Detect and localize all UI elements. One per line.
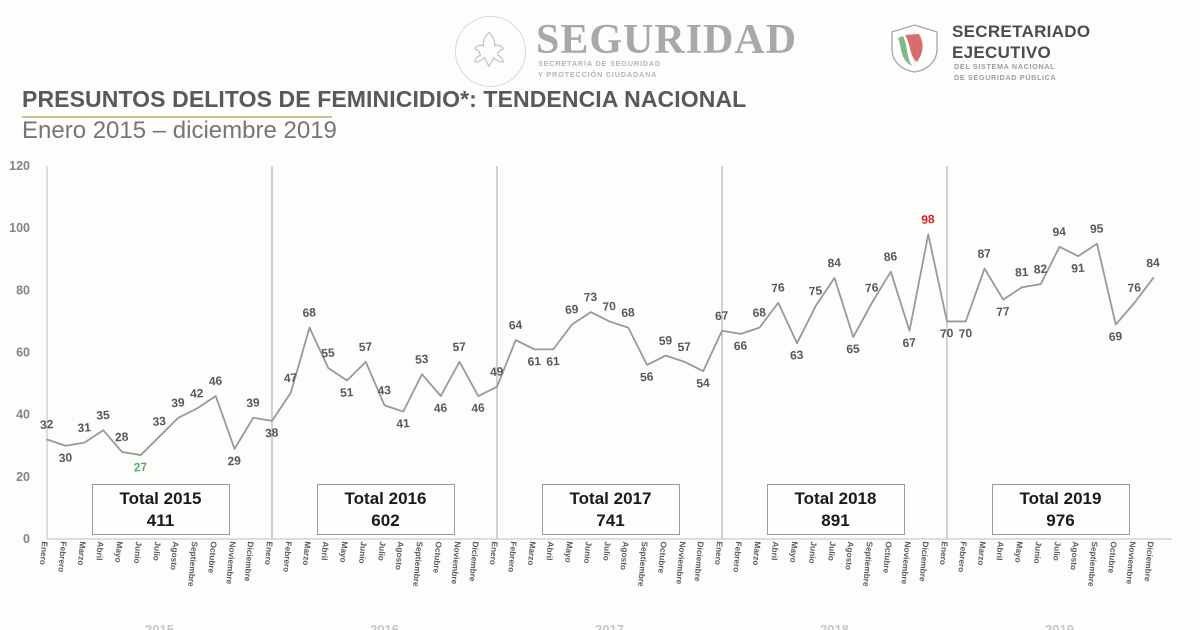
svg-text:59: 59 xyxy=(658,333,673,348)
svg-text:70: 70 xyxy=(958,326,973,341)
svg-text:67: 67 xyxy=(715,308,730,323)
svg-text:68: 68 xyxy=(752,305,767,320)
svg-text:42: 42 xyxy=(190,386,205,401)
svg-text:61: 61 xyxy=(546,354,561,369)
svg-text:47: 47 xyxy=(283,370,298,385)
svg-text:49: 49 xyxy=(490,364,505,379)
svg-text:81: 81 xyxy=(1015,265,1030,280)
svg-text:66: 66 xyxy=(733,338,748,353)
svg-text:39: 39 xyxy=(171,395,186,410)
svg-text:41: 41 xyxy=(396,416,411,431)
svg-text:84: 84 xyxy=(1146,255,1161,270)
svg-text:40: 40 xyxy=(16,408,30,422)
svg-text:27: 27 xyxy=(133,460,148,475)
svg-text:76: 76 xyxy=(771,280,786,295)
svg-text:35: 35 xyxy=(96,408,111,423)
svg-text:28: 28 xyxy=(115,430,130,445)
svg-text:65: 65 xyxy=(846,341,861,356)
svg-text:80: 80 xyxy=(16,283,30,297)
svg-text:68: 68 xyxy=(621,305,636,320)
svg-text:86: 86 xyxy=(883,249,898,264)
svg-text:76: 76 xyxy=(1127,280,1142,295)
svg-text:46: 46 xyxy=(471,401,486,416)
svg-text:32: 32 xyxy=(40,417,55,432)
svg-text:76: 76 xyxy=(865,280,880,295)
svg-text:54: 54 xyxy=(696,376,711,391)
svg-text:55: 55 xyxy=(321,346,336,361)
svg-text:100: 100 xyxy=(9,221,30,235)
svg-text:60: 60 xyxy=(16,346,30,360)
svg-text:84: 84 xyxy=(827,255,842,270)
svg-text:70: 70 xyxy=(940,326,955,341)
svg-text:57: 57 xyxy=(452,339,467,354)
svg-text:0: 0 xyxy=(23,532,30,546)
svg-text:70: 70 xyxy=(602,299,617,314)
svg-text:68: 68 xyxy=(302,305,317,320)
svg-text:39: 39 xyxy=(246,395,261,410)
svg-text:29: 29 xyxy=(227,453,242,468)
svg-text:98: 98 xyxy=(921,212,936,227)
svg-text:51: 51 xyxy=(340,385,355,400)
svg-text:30: 30 xyxy=(58,450,73,465)
svg-text:57: 57 xyxy=(677,339,692,354)
svg-text:56: 56 xyxy=(640,369,655,384)
svg-text:20: 20 xyxy=(16,470,30,484)
svg-text:87: 87 xyxy=(977,246,992,261)
svg-text:77: 77 xyxy=(996,304,1011,319)
svg-text:33: 33 xyxy=(152,414,167,429)
svg-text:69: 69 xyxy=(565,302,580,317)
svg-text:63: 63 xyxy=(790,348,805,363)
svg-text:31: 31 xyxy=(77,420,92,435)
svg-text:94: 94 xyxy=(1052,224,1067,239)
svg-text:38: 38 xyxy=(265,425,280,440)
svg-text:73: 73 xyxy=(583,290,598,305)
svg-text:46: 46 xyxy=(433,401,448,416)
svg-text:120: 120 xyxy=(9,159,30,173)
svg-text:64: 64 xyxy=(508,318,523,333)
svg-text:43: 43 xyxy=(377,383,392,398)
svg-text:57: 57 xyxy=(358,339,373,354)
svg-text:75: 75 xyxy=(808,283,823,298)
svg-text:82: 82 xyxy=(1033,262,1048,277)
svg-text:91: 91 xyxy=(1071,261,1086,276)
svg-text:46: 46 xyxy=(208,374,223,389)
svg-text:61: 61 xyxy=(527,354,542,369)
svg-text:95: 95 xyxy=(1090,221,1105,236)
svg-text:69: 69 xyxy=(1108,329,1123,344)
svg-text:67: 67 xyxy=(902,335,917,350)
svg-text:53: 53 xyxy=(415,352,430,367)
